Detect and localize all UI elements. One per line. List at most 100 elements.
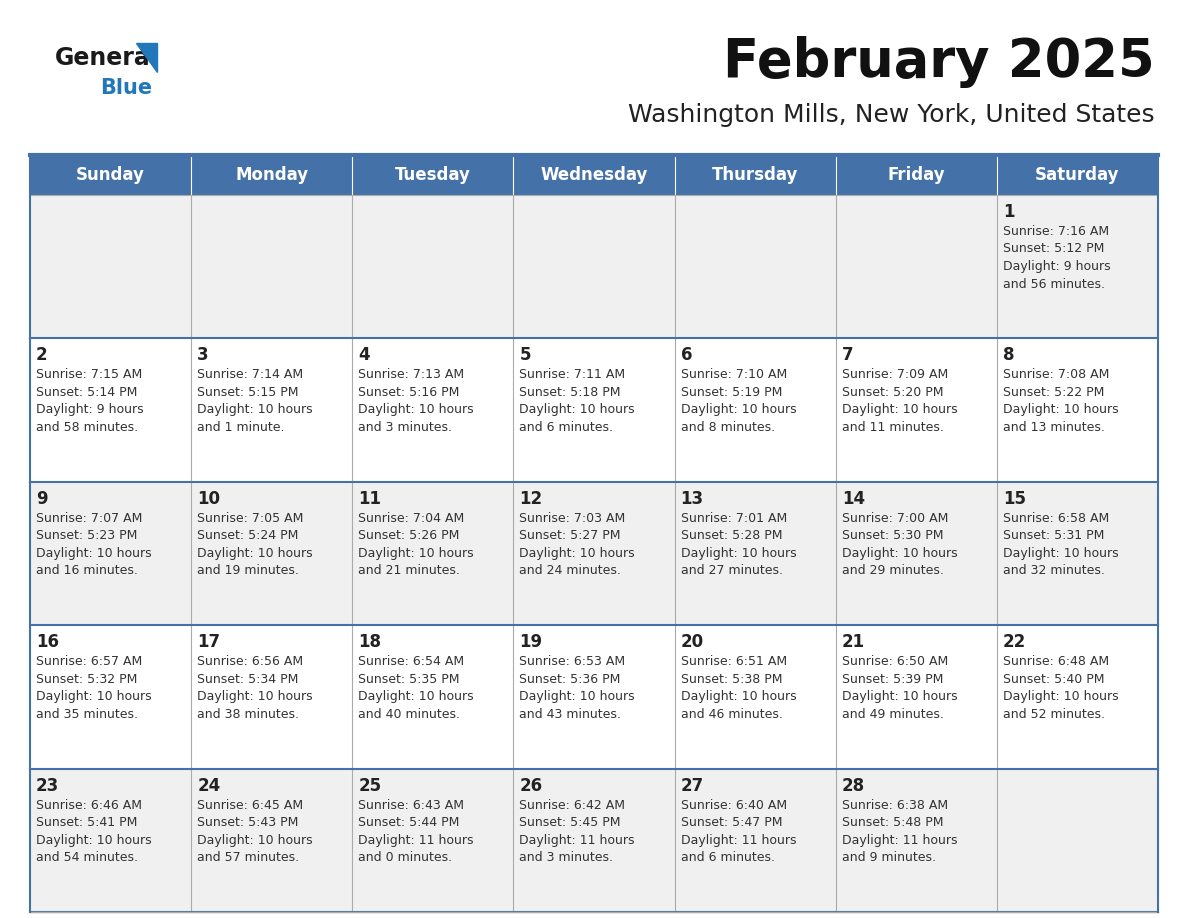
Text: Sunset: 5:12 PM: Sunset: 5:12 PM — [1003, 242, 1104, 255]
Text: and 0 minutes.: and 0 minutes. — [359, 851, 453, 864]
Bar — [191, 625, 353, 768]
Bar — [30, 482, 191, 625]
Bar — [513, 339, 675, 482]
Text: 16: 16 — [36, 633, 59, 651]
Text: and 56 minutes.: and 56 minutes. — [1003, 277, 1105, 290]
Text: 11: 11 — [359, 490, 381, 508]
Bar — [30, 195, 191, 339]
Text: and 16 minutes.: and 16 minutes. — [36, 565, 138, 577]
Text: Sunset: 5:43 PM: Sunset: 5:43 PM — [197, 816, 298, 829]
Text: and 52 minutes.: and 52 minutes. — [1003, 708, 1105, 721]
Text: Sunset: 5:20 PM: Sunset: 5:20 PM — [842, 386, 943, 399]
Text: and 27 minutes.: and 27 minutes. — [681, 565, 783, 577]
Bar — [835, 195, 997, 339]
Text: Sunset: 5:45 PM: Sunset: 5:45 PM — [519, 816, 621, 829]
Text: and 29 minutes.: and 29 minutes. — [842, 565, 943, 577]
Bar — [353, 482, 513, 625]
Text: Sunset: 5:36 PM: Sunset: 5:36 PM — [519, 673, 621, 686]
Text: 27: 27 — [681, 777, 703, 795]
Text: 7: 7 — [842, 346, 853, 364]
Text: Sunset: 5:48 PM: Sunset: 5:48 PM — [842, 816, 943, 829]
Text: 5: 5 — [519, 346, 531, 364]
Text: Sunrise: 7:09 AM: Sunrise: 7:09 AM — [842, 368, 948, 381]
Text: Sunset: 5:40 PM: Sunset: 5:40 PM — [1003, 673, 1105, 686]
Text: Daylight: 10 hours: Daylight: 10 hours — [359, 547, 474, 560]
Text: Sunset: 5:30 PM: Sunset: 5:30 PM — [842, 530, 943, 543]
Text: Sunrise: 7:15 AM: Sunrise: 7:15 AM — [36, 368, 143, 381]
Text: Sunset: 5:47 PM: Sunset: 5:47 PM — [681, 816, 782, 829]
Text: Sunrise: 7:14 AM: Sunrise: 7:14 AM — [197, 368, 303, 381]
Text: Sunset: 5:32 PM: Sunset: 5:32 PM — [36, 673, 138, 686]
Text: Sunrise: 6:40 AM: Sunrise: 6:40 AM — [681, 799, 786, 812]
Text: and 54 minutes.: and 54 minutes. — [36, 851, 138, 864]
Text: Daylight: 10 hours: Daylight: 10 hours — [842, 403, 958, 417]
Text: 4: 4 — [359, 346, 369, 364]
Bar — [675, 768, 835, 912]
Bar — [835, 768, 997, 912]
Text: and 49 minutes.: and 49 minutes. — [842, 708, 943, 721]
Text: 28: 28 — [842, 777, 865, 795]
Bar — [30, 768, 191, 912]
Text: and 46 minutes.: and 46 minutes. — [681, 708, 783, 721]
Text: and 11 minutes.: and 11 minutes. — [842, 420, 943, 434]
Text: and 8 minutes.: and 8 minutes. — [681, 420, 775, 434]
Text: and 1 minute.: and 1 minute. — [197, 420, 285, 434]
Text: Sunrise: 7:13 AM: Sunrise: 7:13 AM — [359, 368, 465, 381]
Text: Saturday: Saturday — [1035, 166, 1119, 184]
Text: Daylight: 11 hours: Daylight: 11 hours — [681, 834, 796, 846]
Text: Sunrise: 7:08 AM: Sunrise: 7:08 AM — [1003, 368, 1110, 381]
Text: Sunrise: 6:50 AM: Sunrise: 6:50 AM — [842, 655, 948, 668]
Bar — [835, 482, 997, 625]
Text: Daylight: 10 hours: Daylight: 10 hours — [359, 403, 474, 417]
Bar — [353, 339, 513, 482]
Text: Sunset: 5:35 PM: Sunset: 5:35 PM — [359, 673, 460, 686]
Text: Sunrise: 7:10 AM: Sunrise: 7:10 AM — [681, 368, 786, 381]
Text: Sunrise: 6:56 AM: Sunrise: 6:56 AM — [197, 655, 303, 668]
Text: 12: 12 — [519, 490, 543, 508]
Text: Daylight: 10 hours: Daylight: 10 hours — [842, 690, 958, 703]
Bar — [513, 155, 675, 195]
Text: Sunrise: 6:42 AM: Sunrise: 6:42 AM — [519, 799, 625, 812]
Text: Daylight: 10 hours: Daylight: 10 hours — [1003, 690, 1118, 703]
Text: General: General — [55, 46, 159, 70]
Text: 22: 22 — [1003, 633, 1026, 651]
Text: 13: 13 — [681, 490, 703, 508]
Text: Sunrise: 7:11 AM: Sunrise: 7:11 AM — [519, 368, 626, 381]
Text: Sunrise: 7:00 AM: Sunrise: 7:00 AM — [842, 512, 948, 525]
Bar — [353, 768, 513, 912]
Text: 18: 18 — [359, 633, 381, 651]
Text: Sunrise: 6:57 AM: Sunrise: 6:57 AM — [36, 655, 143, 668]
Text: Daylight: 11 hours: Daylight: 11 hours — [359, 834, 474, 846]
Text: Sunset: 5:41 PM: Sunset: 5:41 PM — [36, 816, 138, 829]
Bar — [353, 155, 513, 195]
Text: Daylight: 10 hours: Daylight: 10 hours — [681, 690, 796, 703]
Text: Sunset: 5:34 PM: Sunset: 5:34 PM — [197, 673, 298, 686]
Text: Sunrise: 6:38 AM: Sunrise: 6:38 AM — [842, 799, 948, 812]
Bar — [997, 155, 1158, 195]
Text: February 2025: February 2025 — [723, 36, 1155, 88]
Bar — [30, 339, 191, 482]
Text: Sunset: 5:44 PM: Sunset: 5:44 PM — [359, 816, 460, 829]
Text: and 6 minutes.: and 6 minutes. — [681, 851, 775, 864]
Text: Daylight: 10 hours: Daylight: 10 hours — [1003, 403, 1118, 417]
Text: Sunrise: 7:16 AM: Sunrise: 7:16 AM — [1003, 225, 1108, 238]
Text: Sunrise: 7:03 AM: Sunrise: 7:03 AM — [519, 512, 626, 525]
Text: Sunrise: 7:04 AM: Sunrise: 7:04 AM — [359, 512, 465, 525]
Text: Blue: Blue — [100, 78, 152, 98]
Text: and 57 minutes.: and 57 minutes. — [197, 851, 299, 864]
Text: Sunset: 5:15 PM: Sunset: 5:15 PM — [197, 386, 298, 399]
Text: Daylight: 10 hours: Daylight: 10 hours — [359, 690, 474, 703]
Text: 21: 21 — [842, 633, 865, 651]
Text: Sunrise: 6:54 AM: Sunrise: 6:54 AM — [359, 655, 465, 668]
Bar — [835, 339, 997, 482]
Text: Daylight: 10 hours: Daylight: 10 hours — [197, 834, 312, 846]
Text: 14: 14 — [842, 490, 865, 508]
Text: 6: 6 — [681, 346, 693, 364]
Bar — [675, 195, 835, 339]
Text: Sunrise: 6:48 AM: Sunrise: 6:48 AM — [1003, 655, 1108, 668]
Text: Sunset: 5:18 PM: Sunset: 5:18 PM — [519, 386, 621, 399]
Text: Sunrise: 7:05 AM: Sunrise: 7:05 AM — [197, 512, 303, 525]
Text: Daylight: 10 hours: Daylight: 10 hours — [197, 547, 312, 560]
Text: and 19 minutes.: and 19 minutes. — [197, 565, 299, 577]
Text: Daylight: 10 hours: Daylight: 10 hours — [681, 403, 796, 417]
